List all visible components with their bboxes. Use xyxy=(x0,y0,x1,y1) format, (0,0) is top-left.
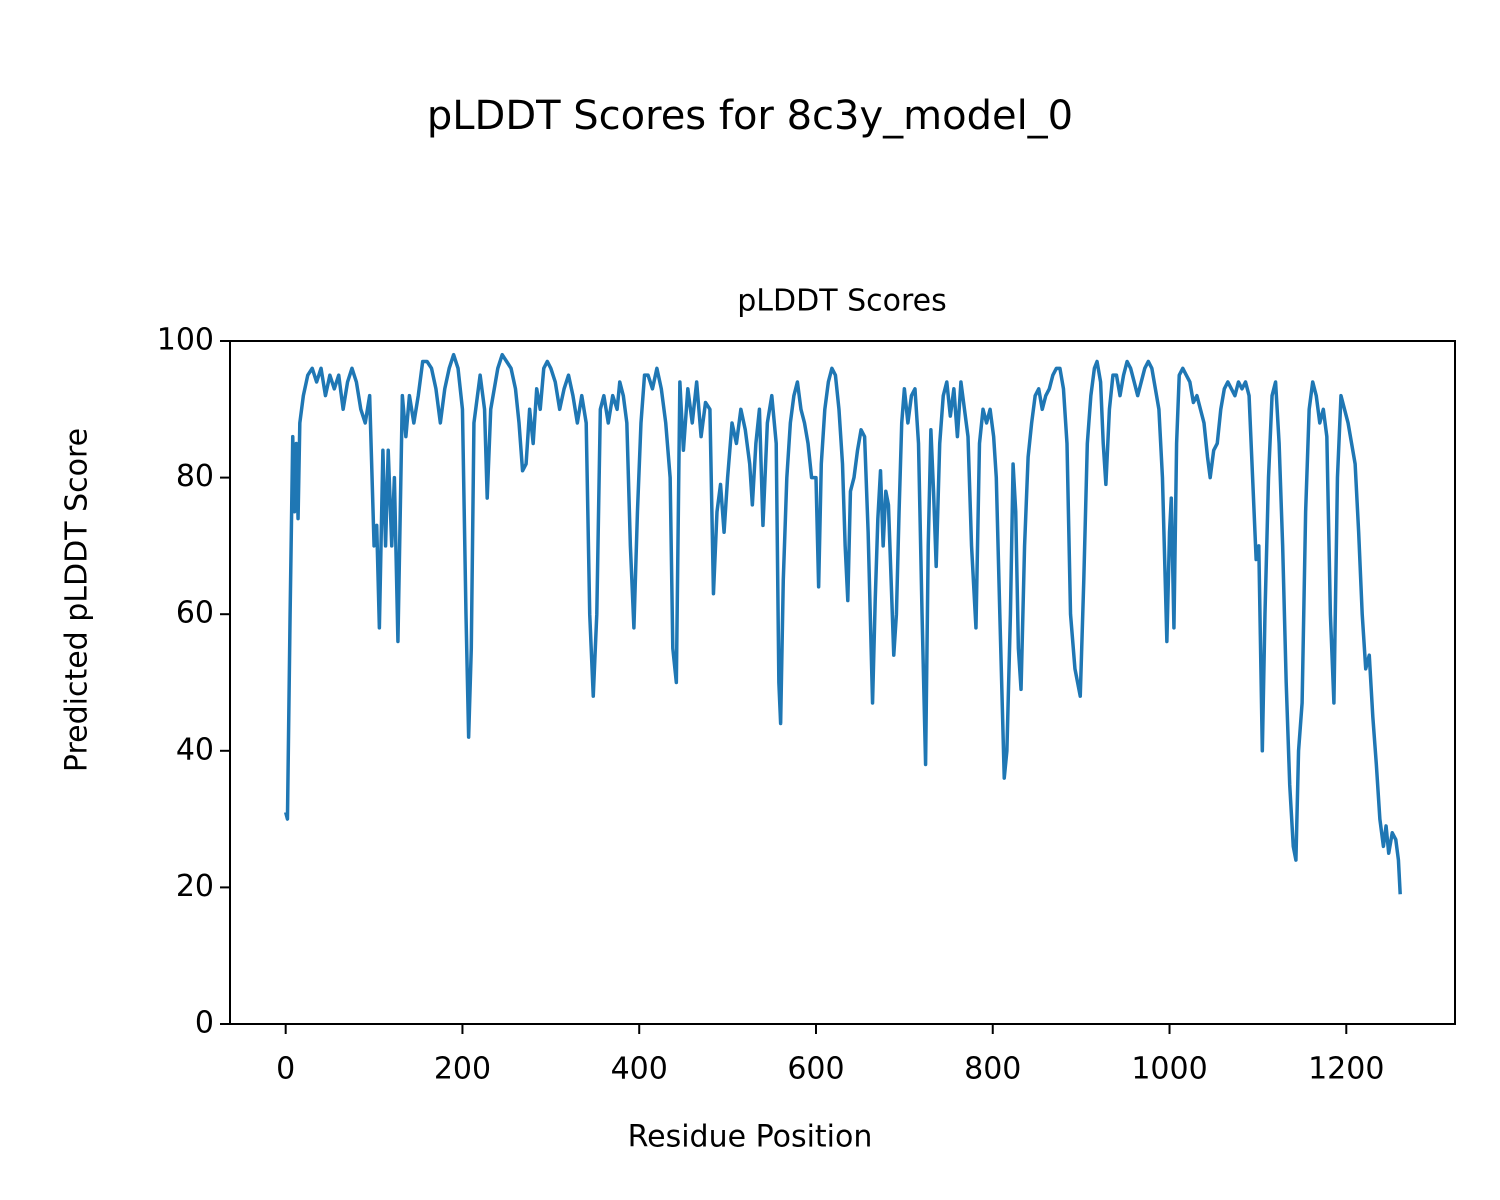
x-tick-label: 200 xyxy=(434,1052,491,1087)
x-tick-label: 800 xyxy=(964,1052,1021,1087)
y-tick-label: 100 xyxy=(157,323,214,358)
x-tick-label: 0 xyxy=(276,1052,295,1087)
chart-title: pLDDT Scores for 8c3y_model_0 xyxy=(427,93,1073,139)
y-tick-label: 80 xyxy=(176,459,214,494)
y-tick-label: 40 xyxy=(176,732,214,767)
x-tick-label: 1000 xyxy=(1131,1052,1207,1087)
axes-frame xyxy=(229,340,1456,1025)
x-tick-label: 600 xyxy=(787,1052,844,1087)
x-tick-label: 1200 xyxy=(1308,1052,1384,1087)
x-axis-label: Residue Position xyxy=(628,1120,873,1155)
axes-title: pLDDT Scores xyxy=(737,284,946,319)
y-axis-label: Predicted pLDDT Score xyxy=(60,428,95,772)
x-tick-label: 400 xyxy=(611,1052,668,1087)
y-tick-label: 60 xyxy=(176,596,214,631)
data-line xyxy=(283,352,1402,895)
y-tick-label: 20 xyxy=(176,869,214,904)
y-tick-label: 0 xyxy=(195,1006,214,1041)
